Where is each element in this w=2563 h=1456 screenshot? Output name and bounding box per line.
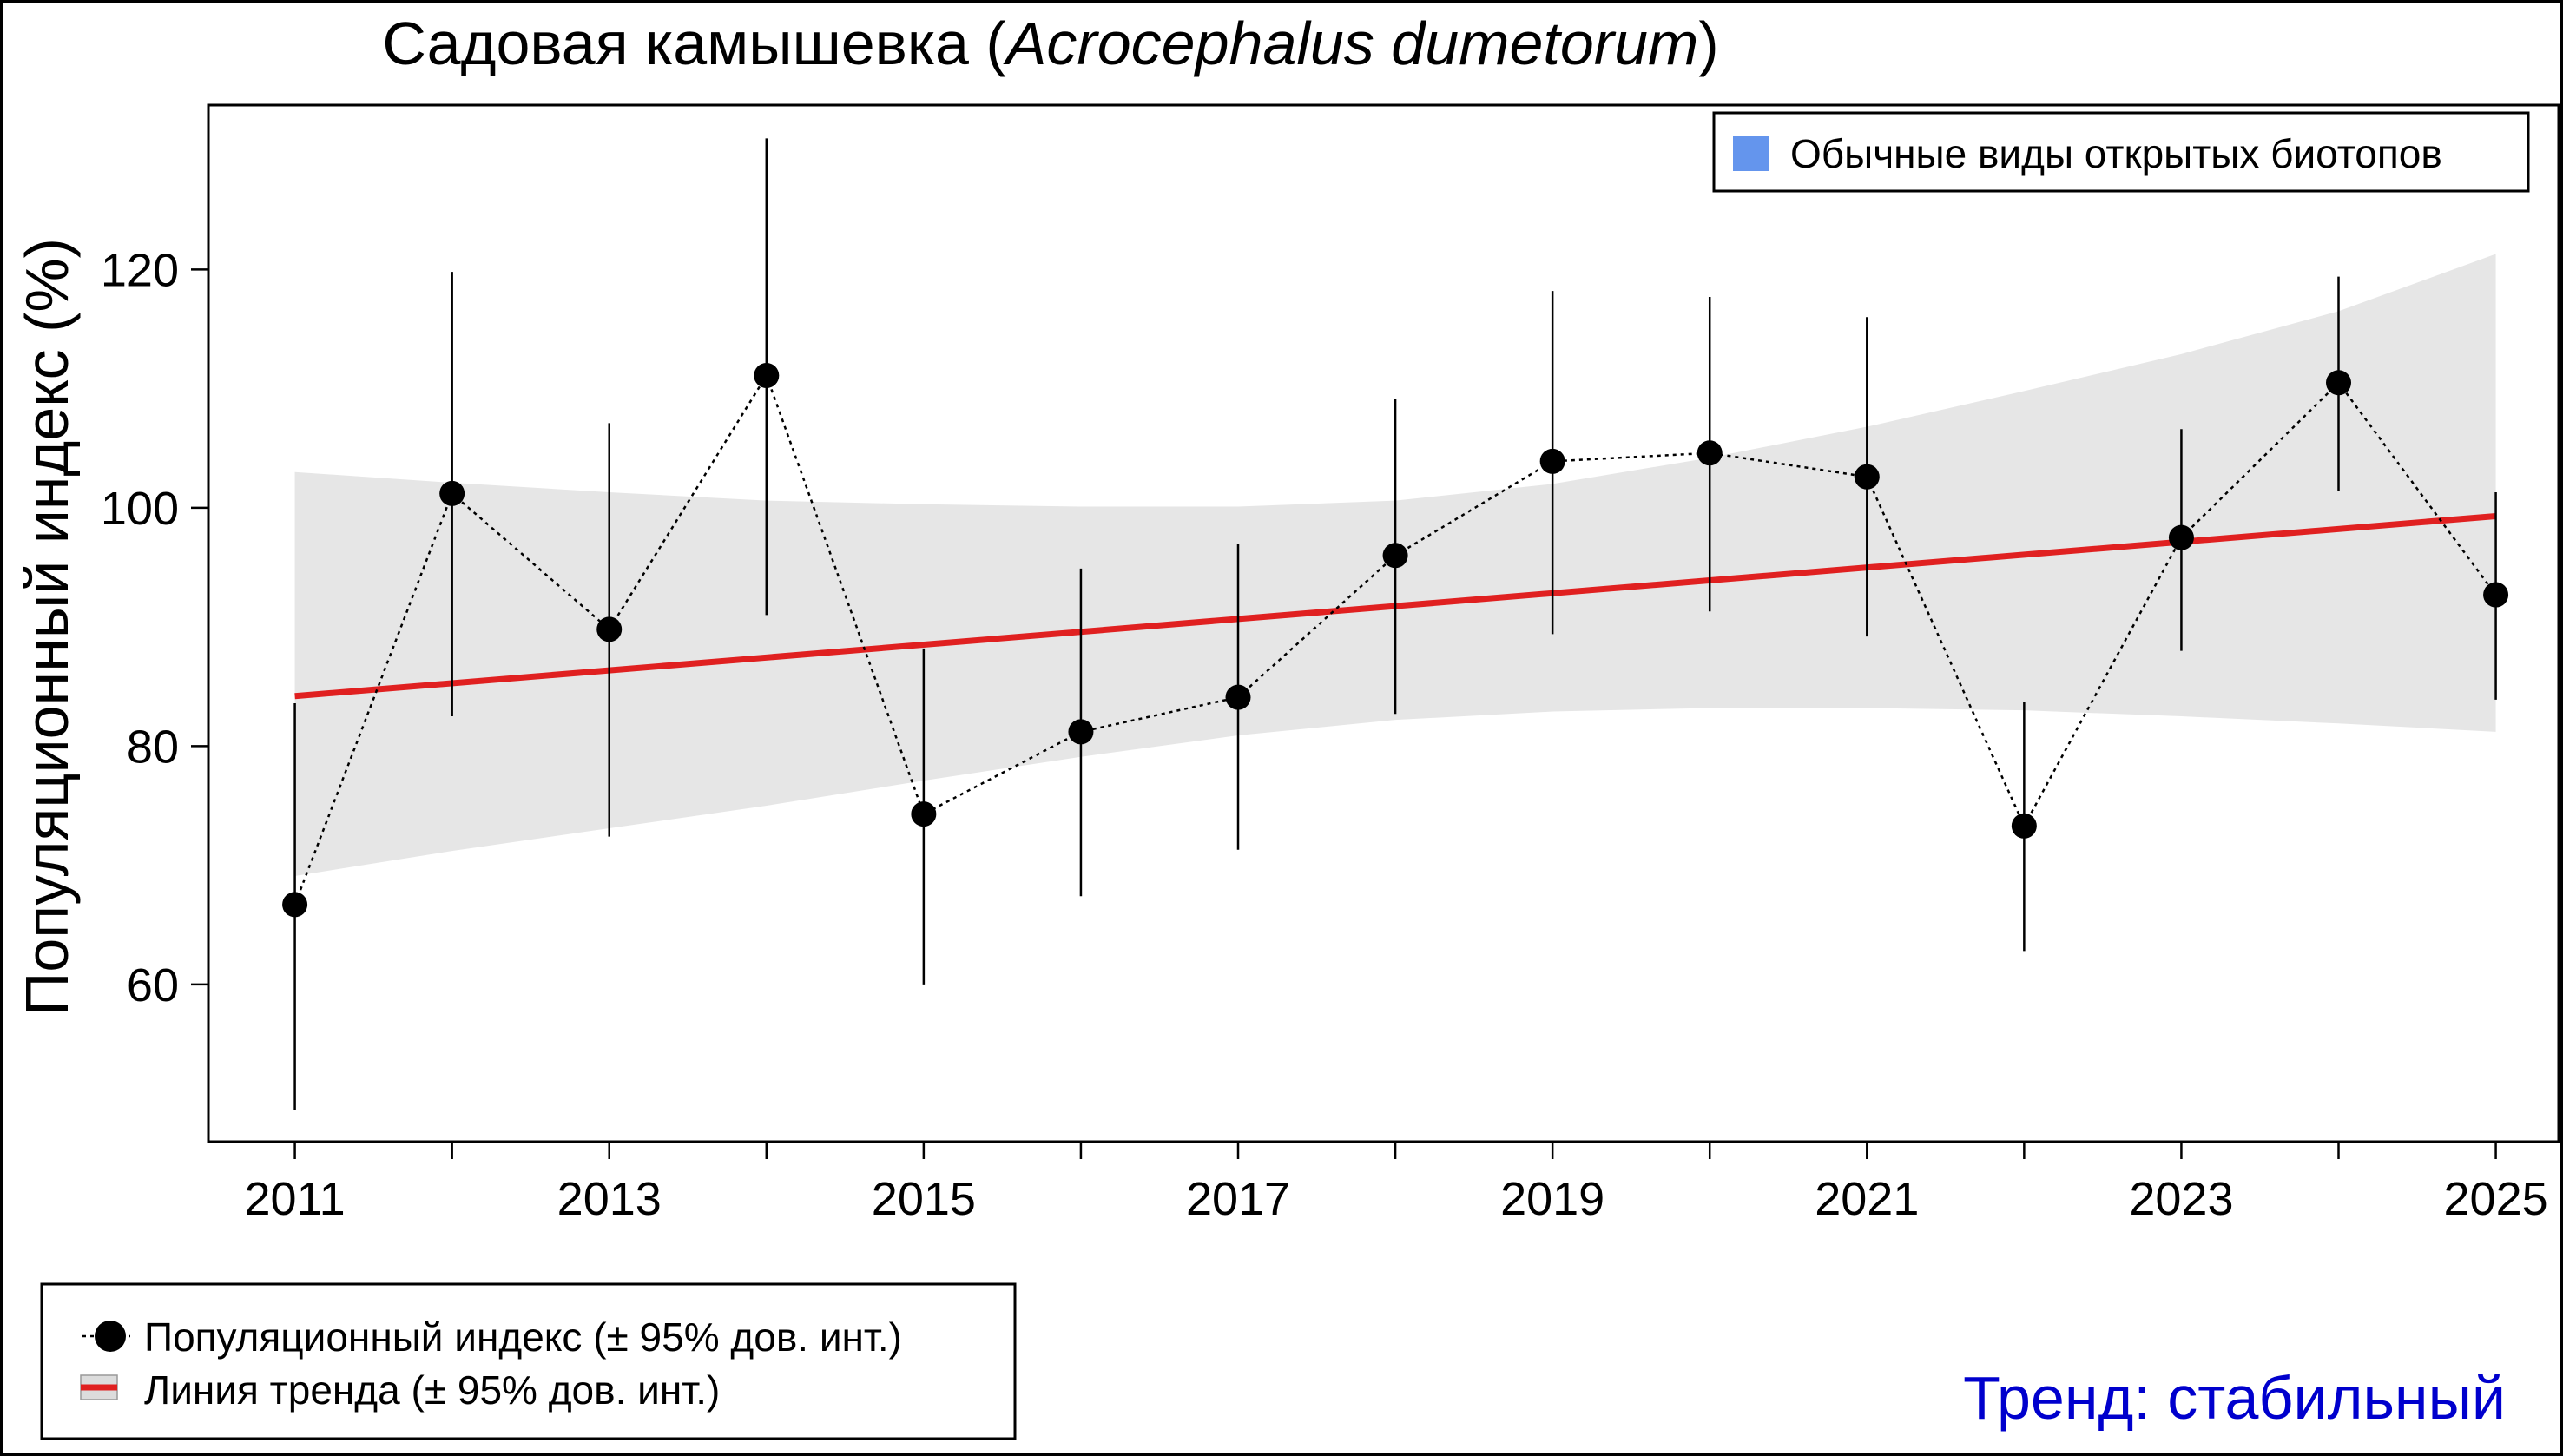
data-point-2014 [754,363,780,389]
legend-index-label: Популяционный индекс (± 95% дов. инт.) [144,1314,902,1360]
x-tick-label-2021: 2021 [1815,1173,1919,1225]
x-tick-label-2023: 2023 [2129,1173,2233,1225]
data-point-2013 [596,616,623,642]
y-tick-label-60: 60 [127,959,179,1011]
chart: Садовая камышевка (Acrocephalus dumetoru… [13,10,2560,1440]
data-point-2018 [1382,543,1408,569]
habitat-legend-label: Обычные виды открытых биотопов [1790,131,2442,176]
data-point-2025 [2483,582,2509,608]
x-tick-label-2025: 2025 [2444,1173,2548,1225]
habitat-legend-box [1712,111,2530,193]
data-point-2023 [2168,524,2194,550]
y-tick-label-120: 120 [101,244,179,296]
data-point-2020 [1697,440,1723,466]
series-legend: Популяционный индекс (± 95% дов. инт.) Л… [40,1282,1017,1440]
legend-index-marker-icon [95,1321,126,1352]
chart-title-species: Acrocephalus dumetorum [1003,10,1699,77]
data-point-2022 [2011,813,2037,839]
x-tick-label-2013: 2013 [557,1173,662,1225]
index-series-layer [282,138,2509,1110]
x-tick-label-2011: 2011 [245,1173,346,1225]
data-point-2017 [1225,684,1251,710]
y-axis: 60 80 100 120 [101,244,208,1011]
chart-title-close: ) [1698,10,1718,77]
series-legend-box [40,1282,1017,1440]
x-axis: 2011 2013 2015 2017 2019 2021 2023 2025 [245,1142,2548,1225]
y-axis-label: Популяционный индекс (%) [13,238,81,1016]
trend-status: Тренд: стабильный [1963,1364,2506,1432]
x-tick-label-2019: 2019 [1500,1173,1604,1225]
legend-trend-label: Линия тренда (± 95% дов. инт.) [144,1367,720,1413]
chart-title-main: Садовая камышевка ( [382,10,1005,77]
y-tick-label-100: 100 [101,483,179,535]
data-point-2011 [282,892,308,918]
data-point-2015 [911,801,937,827]
data-point-2019 [1539,448,1565,474]
data-point-2024 [2326,370,2352,396]
x-tick-label-2015: 2015 [872,1173,976,1225]
data-point-2021 [1854,464,1880,490]
data-point-2012 [439,480,465,506]
x-tick-label-2017: 2017 [1186,1173,1290,1225]
habitat-color-swatch [1733,136,1769,171]
plot-area-border [207,103,2560,1143]
habitat-legend: Обычные виды открытых биотопов [1712,111,2530,193]
y-tick-label-80: 80 [127,721,179,773]
chart-title: Садовая камышевка (Acrocephalus dumetoru… [382,10,1718,77]
data-point-2016 [1068,719,1094,745]
